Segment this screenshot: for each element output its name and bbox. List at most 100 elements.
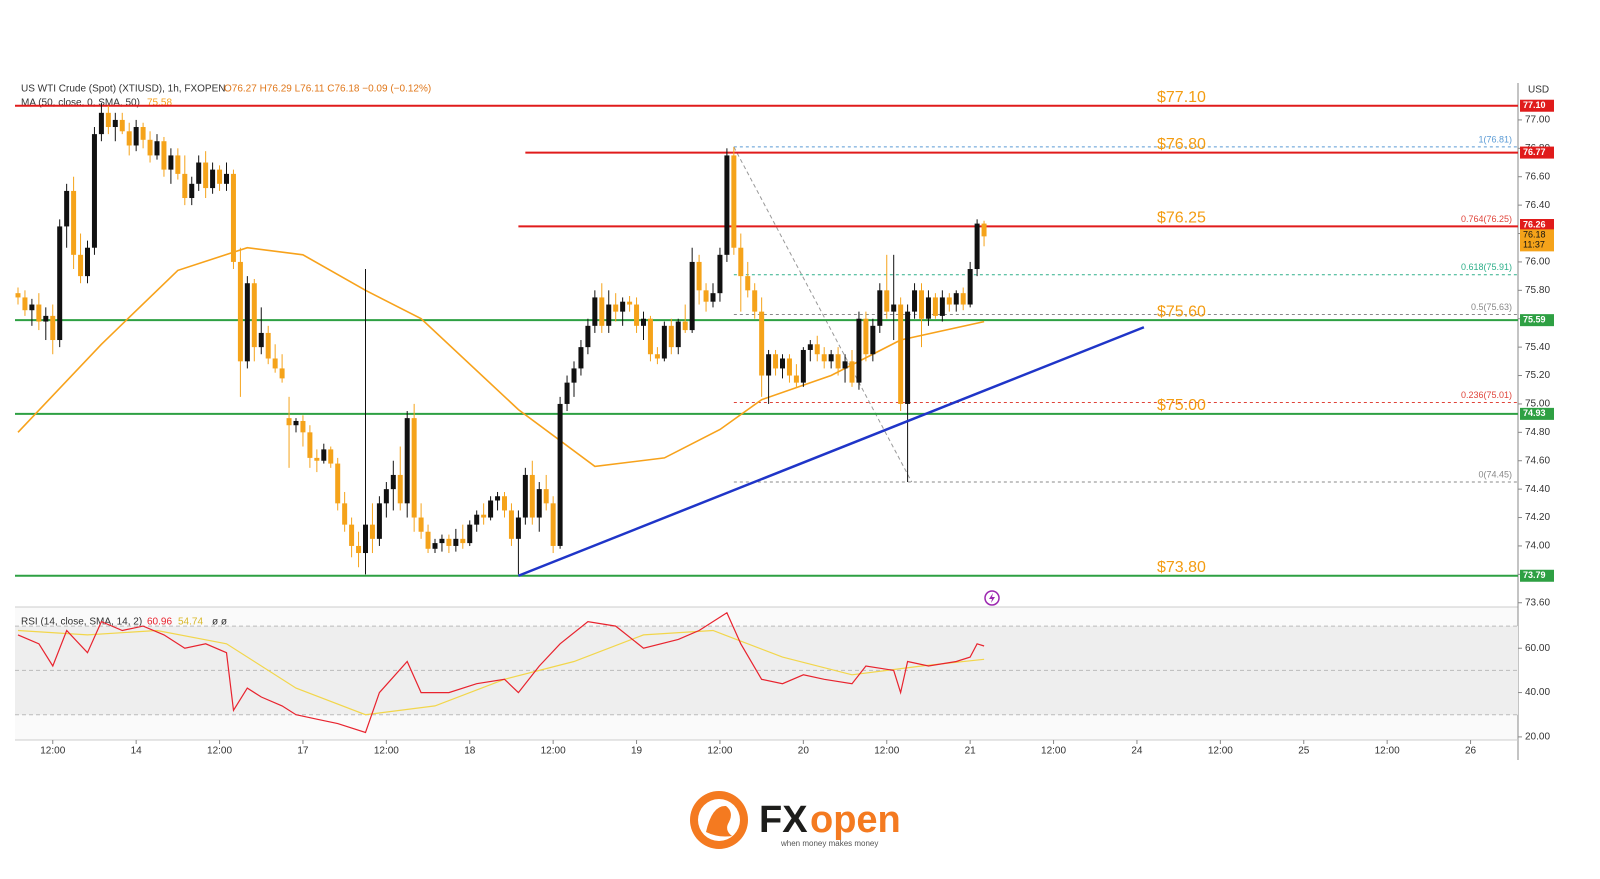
- candle-body: [22, 297, 28, 311]
- candle-body: [884, 290, 890, 312]
- candle-body: [814, 344, 820, 355]
- candle-body: [161, 141, 167, 170]
- candle-body: [98, 112, 104, 135]
- candle-body: [877, 290, 883, 326]
- rsi-tick-label: 60.00: [1525, 643, 1550, 654]
- candle-body: [689, 261, 695, 331]
- candle-body: [85, 247, 90, 277]
- level-annotation: $76.80: [1157, 136, 1206, 153]
- price-tag: [1520, 99, 1554, 112]
- candle-body: [300, 420, 306, 433]
- candle-body: [981, 223, 987, 237]
- fib-label: 0.764(76.25): [1461, 214, 1512, 224]
- candle-body: [550, 503, 556, 546]
- candle-body: [495, 496, 501, 501]
- price-tag: [1520, 146, 1554, 159]
- candle-body: [641, 318, 646, 326]
- candle-body: [585, 325, 591, 348]
- candle-body: [780, 358, 785, 369]
- candle-body: [515, 517, 521, 539]
- logo: FX open when money makes money: [690, 791, 901, 849]
- y-tick-label: 76.00: [1525, 257, 1550, 268]
- candle-body: [474, 514, 480, 525]
- candle-body: [43, 315, 49, 322]
- logo-fx: FX: [759, 799, 808, 841]
- candle-body: [411, 418, 417, 518]
- alert-icon: [984, 590, 1000, 606]
- candle-body: [939, 297, 945, 316]
- candle-body: [258, 332, 264, 348]
- y-tick-label: 74.80: [1525, 427, 1550, 438]
- candle-body: [112, 119, 118, 128]
- candle-body: [710, 293, 716, 302]
- y-tick-label: 74.20: [1525, 512, 1550, 523]
- rsi-line: [17, 611, 985, 734]
- x-tick-label: 12:00: [1041, 746, 1066, 757]
- y-tick-label: 77.00: [1525, 115, 1550, 126]
- candle-body: [870, 325, 876, 355]
- candle-body: [404, 418, 410, 504]
- price-tag: [1520, 314, 1554, 327]
- x-tick-label: 19: [631, 746, 643, 757]
- candle-body: [724, 155, 730, 255]
- fib-label: 0(74.45): [1478, 469, 1512, 479]
- price-tag-label: 75.59: [1523, 315, 1546, 325]
- candle-body: [210, 169, 216, 189]
- candle-body: [842, 361, 848, 369]
- candle-body: [342, 503, 348, 525]
- candle-body: [717, 254, 723, 294]
- candle-body: [522, 474, 528, 518]
- candle-body: [453, 538, 459, 546]
- ma-value: 75.58: [147, 98, 172, 109]
- candle-body: [64, 190, 70, 227]
- candle-body: [363, 524, 368, 554]
- candle-body: [307, 432, 313, 458]
- candle-body: [321, 449, 327, 461]
- candle-body: [668, 325, 674, 348]
- candle-body: [745, 276, 751, 291]
- candle-body: [675, 321, 681, 348]
- candle-body: [140, 127, 146, 140]
- rsi-tick-label: 40.00: [1525, 687, 1550, 698]
- candle-body: [265, 332, 271, 359]
- x-tick-label: 18: [464, 746, 476, 757]
- x-tick-label: 12:00: [874, 746, 899, 757]
- candle-body: [397, 474, 403, 504]
- candle-body: [863, 318, 869, 355]
- candle-body: [849, 361, 855, 383]
- price-tag-label: 77.10: [1523, 100, 1546, 110]
- candle-body: [418, 517, 424, 532]
- candle-body: [703, 290, 709, 302]
- y-tick-label: 74.40: [1525, 484, 1550, 495]
- fib-label: 0.5(75.63): [1471, 302, 1512, 312]
- level-annotation: $76.25: [1157, 210, 1206, 227]
- candle-body: [571, 368, 577, 383]
- candle-body: [599, 297, 605, 326]
- price-tag-label: 73.79: [1523, 570, 1546, 580]
- level-annotation: $75.60: [1157, 303, 1206, 320]
- level-annotation: $75.00: [1157, 397, 1206, 414]
- y-tick-label: 75.80: [1525, 285, 1550, 296]
- x-tick-label: 12:00: [541, 746, 566, 757]
- level-annotation: $73.80: [1157, 559, 1206, 576]
- candle-body: [217, 169, 223, 184]
- candle-body: [856, 318, 862, 383]
- candle-body: [634, 304, 640, 326]
- candle-body: [766, 354, 772, 376]
- candle-body: [925, 297, 931, 319]
- candle-body: [613, 304, 619, 312]
- x-tick-label: 20: [798, 746, 810, 757]
- current-price-label: 76.18: [1523, 230, 1546, 240]
- candle-body: [390, 474, 396, 490]
- x-tick-label: 12:00: [40, 746, 65, 757]
- candle-body: [467, 524, 473, 544]
- candle-body: [383, 489, 389, 504]
- candle-body: [376, 503, 382, 539]
- candle-body: [661, 325, 667, 359]
- candle-body: [654, 354, 660, 359]
- candle-body: [912, 290, 918, 312]
- candle-body: [508, 510, 514, 539]
- y-tick-label: 74.00: [1525, 541, 1550, 552]
- candle-body: [105, 112, 111, 128]
- candle-body: [439, 538, 445, 544]
